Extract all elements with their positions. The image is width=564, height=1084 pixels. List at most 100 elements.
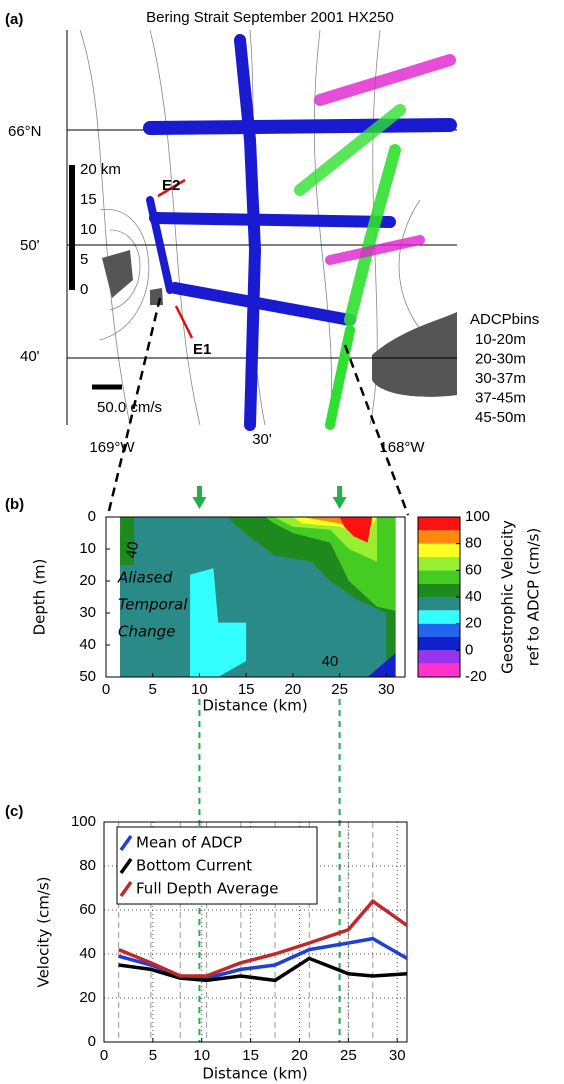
- marker-arrow: [332, 486, 347, 509]
- island: [150, 288, 163, 305]
- lon-label: 168°W: [379, 439, 425, 456]
- x-tick-label: 25: [340, 1047, 357, 1064]
- zoom-line: [106, 297, 162, 516]
- plot-frame: [105, 516, 406, 678]
- annotation: Change: [118, 623, 175, 641]
- y-tick-label: 80: [79, 857, 96, 874]
- colorbar-swatch: [418, 663, 460, 677]
- contour-region: [339, 517, 373, 543]
- x-tick-label: 25: [331, 681, 348, 698]
- colorbar-swatch: [418, 557, 460, 571]
- colorbar-swatch: [418, 650, 460, 664]
- arrow-label: E1: [193, 341, 211, 358]
- marker-arrow: [192, 486, 207, 509]
- colorbar-tick-label: 100: [465, 508, 490, 525]
- map-title: Bering Strait September 2001 HX250: [146, 9, 394, 26]
- scale-label: 10: [80, 221, 97, 238]
- y-tick-label: 40: [79, 636, 96, 653]
- lat-label: 40': [20, 348, 40, 365]
- scale-label: 20 km: [80, 161, 121, 178]
- x-tick-label: 15: [242, 1047, 259, 1064]
- legend-entry: 30-37m: [475, 370, 526, 387]
- panel-label: (b): [5, 496, 24, 513]
- vector-scale-label: 50.0 cm/s: [97, 399, 162, 416]
- x-tick-label: 0: [100, 1047, 108, 1064]
- scale-label: 5: [80, 251, 88, 268]
- legend-entry: 20-30m: [475, 350, 526, 367]
- contour-region: [190, 568, 247, 677]
- x-axis-label: Distance (km): [202, 1065, 307, 1083]
- colorbar-swatch: [418, 543, 460, 557]
- colorbar-tick-label: 40: [465, 588, 482, 605]
- colorbar-tick-label: -20: [465, 668, 487, 685]
- scale-label: 0: [80, 281, 88, 298]
- lon-label: 169°W: [89, 439, 135, 456]
- colorbar-swatch: [418, 583, 460, 597]
- legend-entry: 37-45m: [475, 389, 526, 406]
- y-tick-label: 100: [71, 813, 96, 830]
- x-tick-label: 15: [238, 681, 255, 698]
- x-axis-label: Distance (km): [202, 697, 307, 715]
- x-tick-label: 5: [149, 681, 157, 698]
- lat-label: 66°N: [8, 123, 42, 140]
- map-area: [66, 29, 458, 431]
- y-tick-label: 20: [79, 572, 96, 589]
- colorbar-swatch: [418, 637, 460, 651]
- land: [372, 312, 457, 397]
- colorbar-tick-label: 0: [465, 641, 473, 658]
- x-tick-label: 10: [193, 1047, 210, 1064]
- arrow-label: E2: [162, 177, 180, 194]
- panel-label: (a): [5, 11, 23, 28]
- lon-label: 30': [252, 431, 272, 448]
- colorbar-label: ref to ADCP (cm/s): [525, 528, 543, 666]
- x-tick-label: 30: [389, 1047, 406, 1064]
- legend-entry: 10-20m: [475, 331, 526, 348]
- legend-swatch: [119, 880, 133, 898]
- x-tick-label: 10: [191, 681, 208, 698]
- colorbar-swatch: [418, 570, 460, 584]
- x-tick-label: 5: [149, 1047, 157, 1064]
- y-tick-label: 60: [79, 901, 96, 918]
- y-tick-label: 40: [79, 945, 96, 962]
- island: [102, 250, 133, 298]
- y-axis-label: Depth (m): [31, 559, 49, 636]
- y-tick-label: 0: [88, 1033, 96, 1050]
- x-tick-label: 20: [291, 1047, 308, 1064]
- colorbar-tick-label: 20: [465, 615, 482, 632]
- y-tick-label: 10: [79, 540, 96, 557]
- plot-frame: [103, 821, 408, 1043]
- legend-title: ADCPbins: [470, 311, 539, 328]
- y-tick-label: 30: [79, 604, 96, 621]
- x-tick-label: 30: [378, 681, 395, 698]
- legend-swatch: [119, 857, 133, 875]
- panel-label: (c): [5, 803, 23, 820]
- x-tick-label: 20: [285, 681, 302, 698]
- contour-region: [120, 517, 135, 565]
- colorbar-swatch: [418, 517, 460, 531]
- colorbar-label: Geostrophic Velocity: [499, 520, 517, 674]
- y-axis-label: Velocity (cm/s): [35, 876, 53, 987]
- arrow: [157, 178, 186, 198]
- colorbar-swatch: [418, 597, 460, 611]
- y-tick-label: 20: [79, 989, 96, 1006]
- colorbar-swatch: [418, 610, 460, 624]
- y-tick-label: 0: [88, 508, 96, 525]
- contour-label: 40: [123, 540, 143, 559]
- legend-entry: Bottom Current: [136, 857, 252, 875]
- legend-entry: Mean of ADCP: [136, 834, 242, 852]
- zoom-line: [343, 344, 410, 516]
- legend-entry: Full Depth Average: [136, 880, 278, 898]
- no-data: [395, 517, 405, 677]
- arrow: [174, 305, 194, 339]
- legend-swatch: [119, 834, 133, 852]
- colorbar-tick-label: 60: [465, 561, 482, 578]
- line-series: [117, 898, 409, 978]
- lat-label: 50': [20, 237, 40, 254]
- ship-tracks: [143, 34, 457, 431]
- contour-label: 40: [322, 653, 339, 670]
- x-tick-label: 0: [102, 681, 110, 698]
- annotation: Temporal: [118, 596, 188, 614]
- legend-entry: 45-50m: [475, 409, 526, 426]
- colorbar-swatch: [418, 530, 460, 544]
